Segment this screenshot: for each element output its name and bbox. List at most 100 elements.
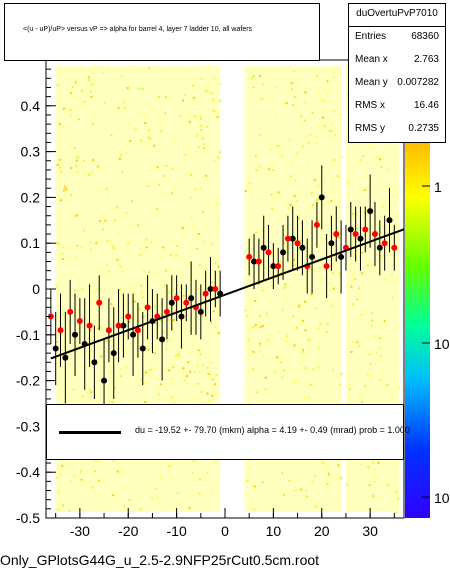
heatmap-cell (143, 248, 146, 251)
red-point (255, 258, 262, 265)
heatmap-cell (108, 370, 111, 373)
heatmap-cell (174, 309, 177, 312)
heatmap-cell (252, 368, 254, 371)
heatmap-cell (292, 381, 295, 384)
heatmap-cell (60, 199, 62, 202)
heatmap-cell (354, 278, 356, 280)
heatmap-cell (380, 324, 382, 327)
heatmap-cell (316, 75, 318, 78)
heatmap-cell (384, 278, 387, 281)
heatmap-cell (173, 288, 176, 291)
heatmap-cell (289, 204, 292, 207)
black-point (376, 244, 383, 251)
heatmap-cell (281, 376, 284, 379)
heatmap-cell (310, 383, 313, 386)
red-point (144, 304, 151, 311)
heatmap-cell (318, 224, 321, 227)
heatmap-cell (144, 380, 147, 383)
heatmap-cell (252, 350, 255, 353)
heatmap-cell (198, 263, 201, 266)
stats-row-rms-y: RMS y 0.2735 (349, 120, 445, 140)
heatmap-cell (190, 493, 193, 496)
heatmap-cell (73, 103, 76, 106)
heatmap-cell (89, 241, 92, 244)
heatmap-cell (262, 83, 265, 86)
heatmap-cell (65, 466, 68, 469)
heatmap-cell (64, 193, 67, 196)
heatmap-cell (283, 286, 286, 289)
heatmap-cell (188, 261, 191, 264)
heatmap-cell (316, 135, 318, 138)
y-tick-label: 0.3 (21, 144, 41, 160)
heatmap-cell (281, 154, 284, 157)
heatmap-cell (337, 228, 340, 230)
heatmap-cell (379, 347, 382, 350)
heatmap-cell (303, 102, 306, 105)
heatmap-cell (360, 227, 363, 230)
heatmap-cell (310, 293, 313, 296)
heatmap-cell (165, 348, 168, 351)
heatmap-cell (188, 120, 191, 123)
heatmap-cell (211, 491, 214, 494)
heatmap-cell (254, 82, 257, 85)
fit-legend-box: du = -19.52 +- 79.70 (mkm) alpha = 4.19 … (46, 404, 410, 460)
red-point (134, 327, 141, 334)
black-point (386, 217, 393, 224)
heatmap-cell (368, 338, 371, 341)
heatmap-cell (83, 172, 86, 175)
heatmap-cell (267, 127, 270, 130)
heatmap-cell (351, 303, 354, 306)
heatmap-cell (75, 164, 78, 167)
heatmap-cell (313, 503, 316, 506)
red-point (125, 313, 132, 320)
heatmap-cell (292, 70, 295, 72)
heatmap-cell (367, 143, 370, 146)
heatmap-cell (279, 260, 282, 263)
heatmap-cell (290, 160, 293, 163)
red-point (313, 221, 320, 228)
heatmap-cell (350, 279, 353, 282)
heatmap-cell (194, 115, 196, 118)
heatmap-cell (308, 270, 311, 272)
heatmap-cell (61, 464, 64, 467)
heatmap-cell (207, 373, 210, 376)
heatmap-cell (174, 134, 177, 137)
heatmap-cell (192, 238, 195, 241)
heatmap-cell (340, 373, 343, 376)
heatmap-cell (397, 277, 400, 280)
heatmap-cell (117, 464, 120, 467)
heatmap-cell (297, 217, 300, 220)
heatmap-cell (369, 375, 372, 377)
heatmap-cell (352, 341, 355, 343)
heatmap-cell (168, 369, 171, 372)
heatmap-cell (285, 296, 288, 299)
heatmap-cell (261, 355, 264, 358)
black-point (197, 308, 204, 315)
heatmap-cell (301, 351, 304, 354)
heatmap-cell (261, 289, 264, 292)
heatmap-cell (394, 223, 397, 226)
heatmap-cell (390, 148, 392, 151)
heatmap-cell (184, 154, 187, 157)
heatmap-cell (322, 116, 325, 119)
heatmap-cell (119, 375, 122, 378)
heatmap-cell (271, 207, 274, 210)
y-tick-label: 0.2 (21, 189, 41, 205)
heatmap-cell (297, 249, 300, 252)
heatmap-cell (210, 374, 212, 377)
heatmap-cell (160, 383, 163, 386)
heatmap-cell (147, 136, 150, 139)
heatmap-cell (116, 470, 119, 473)
heatmap-cell (173, 400, 176, 403)
heatmap-cell (172, 210, 175, 213)
heatmap-cell (371, 319, 374, 322)
heatmap-cell (148, 271, 151, 273)
heatmap-cell (153, 70, 156, 73)
heatmap-cell (122, 270, 125, 272)
heatmap-cell (287, 207, 290, 209)
heatmap-cell (173, 319, 175, 322)
heatmap-cell (351, 272, 354, 275)
heatmap-cell (134, 167, 137, 170)
heatmap-cell (380, 165, 383, 168)
